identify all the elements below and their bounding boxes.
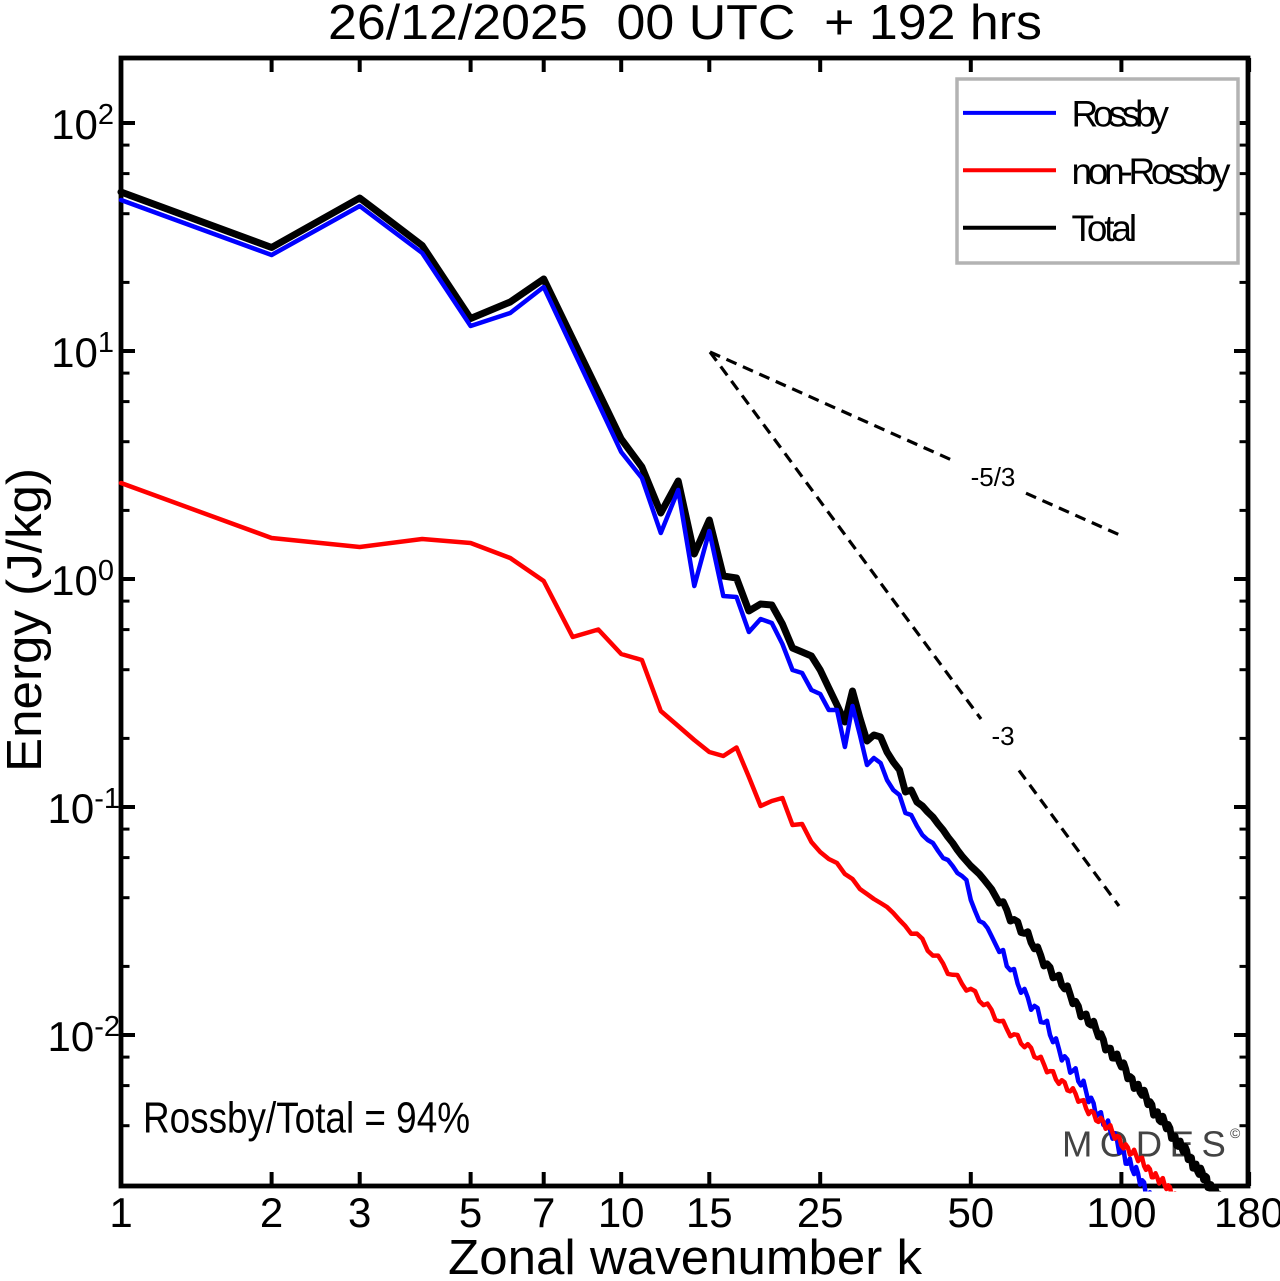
svg-text:10: 10 (598, 1189, 645, 1236)
svg-text:non-Rossby: non-Rossby (1072, 151, 1232, 192)
svg-text:25: 25 (797, 1189, 844, 1236)
svg-text:26/12/2025 00 UTC + 192 hrs: 26/12/2025 00 UTC + 192 hrs (328, 0, 1042, 50)
svg-text:Rossby: Rossby (1072, 93, 1170, 134)
svg-text:100: 100 (51, 555, 114, 604)
svg-text:Energy (J/kg): Energy (J/kg) (0, 468, 52, 772)
svg-text:Total: Total (1072, 208, 1138, 249)
svg-text:©: © (1230, 1125, 1241, 1141)
svg-text:Zonal wavenumber k: Zonal wavenumber k (448, 1231, 923, 1281)
svg-text:100: 100 (1086, 1189, 1156, 1236)
svg-text:-5/3: -5/3 (971, 462, 1016, 492)
svg-text:10-2: 10-2 (47, 1011, 120, 1060)
svg-text:10-1: 10-1 (47, 783, 120, 832)
svg-text:7: 7 (532, 1189, 555, 1236)
svg-text:5: 5 (459, 1189, 482, 1236)
svg-text:180: 180 (1214, 1189, 1280, 1236)
svg-text:Rossby/Total = 94%: Rossby/Total = 94% (143, 1094, 470, 1143)
svg-text:-3: -3 (991, 721, 1014, 751)
svg-text:MODES: MODES (1062, 1123, 1233, 1164)
svg-text:1: 1 (109, 1189, 132, 1236)
svg-text:3: 3 (348, 1189, 371, 1236)
svg-text:50: 50 (947, 1189, 994, 1236)
svg-text:2: 2 (260, 1189, 283, 1236)
svg-text:15: 15 (686, 1189, 733, 1236)
